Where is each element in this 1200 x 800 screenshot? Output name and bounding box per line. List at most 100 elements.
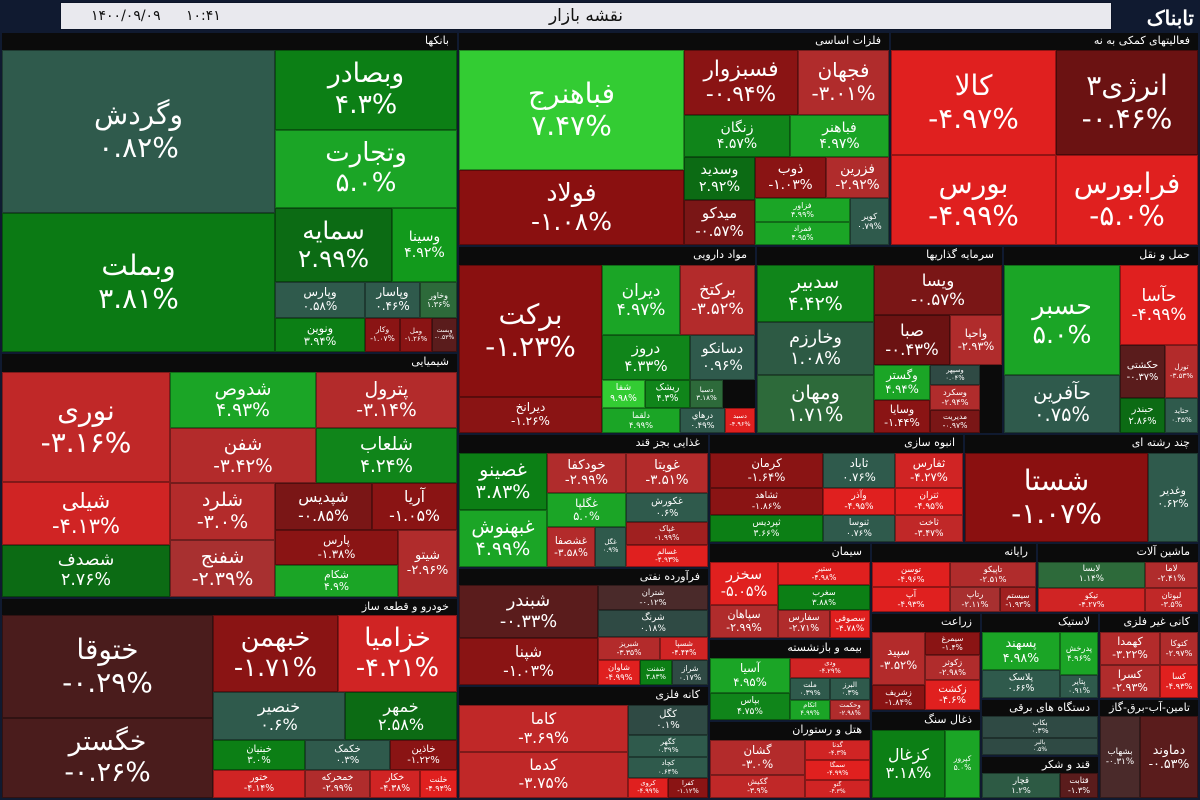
stock-tile[interactable]: البرز ۰.۳% bbox=[830, 678, 870, 700]
stock-tile[interactable]: وتجارت ۵.۰% bbox=[275, 130, 457, 208]
stock-tile[interactable]: پارس -۱.۳۸% bbox=[275, 530, 398, 565]
stock-tile[interactable]: دروز ۴.۳۳% bbox=[602, 335, 690, 380]
stock-tile[interactable]: کتوکا -۲.۹۷% bbox=[1160, 632, 1198, 665]
stock-tile[interactable]: درهاي ۰.۴۹% bbox=[680, 408, 725, 433]
stock-tile[interactable]: گدنا -۴.۳% bbox=[805, 740, 870, 760]
stock-tile[interactable]: بشهاب -۰.۳۱% bbox=[1100, 716, 1140, 798]
stock-tile[interactable]: آریا -۱.۰۵% bbox=[372, 483, 457, 530]
stock-tile[interactable]: غکورش ۰.۶% bbox=[626, 493, 708, 522]
stock-tile[interactable]: پترول -۳.۱۴% bbox=[316, 372, 457, 428]
stock-tile[interactable]: تیکو -۴.۲۷% bbox=[1038, 588, 1145, 612]
stock-tile[interactable]: برکتخ -۳.۵۲% bbox=[680, 265, 755, 335]
stock-tile[interactable]: فباهنرج ۷.۴۷% bbox=[459, 50, 684, 170]
stock-tile[interactable]: کرمان -۱.۶۴% bbox=[710, 453, 823, 488]
stock-tile[interactable]: خبنیان ۳.۰% bbox=[213, 740, 305, 770]
stock-tile[interactable]: ونوین ۳.۹۴% bbox=[275, 318, 365, 352]
stock-tile[interactable]: قثابت -۱.۳% bbox=[1060, 773, 1098, 798]
stock-tile[interactable]: وسایا -۱.۴۴% bbox=[874, 400, 930, 433]
stock-tile[interactable]: کگل ۰.۱% bbox=[628, 705, 708, 735]
stock-tile[interactable]: فسبزوار -۰.۹۴% bbox=[684, 50, 798, 115]
stock-tile[interactable]: شتران -۰.۱۲% bbox=[598, 585, 708, 610]
stock-tile[interactable]: شپنا -۱.۰۳% bbox=[459, 638, 598, 685]
stock-tile[interactable]: ذوب -۱.۰۳% bbox=[755, 157, 826, 198]
stock-tile[interactable]: وسکرد -۲.۹۴% bbox=[930, 385, 980, 410]
stock-tile[interactable]: ثتران -۴.۹۵% bbox=[895, 488, 963, 515]
stock-tile[interactable]: ختوقا -۰.۲۹% bbox=[2, 615, 213, 718]
stock-tile[interactable]: غویتا -۳.۵۱% bbox=[626, 453, 708, 493]
stock-tile[interactable]: حکشتی -۰.۳۷% bbox=[1120, 345, 1165, 398]
stock-tile[interactable]: حتاید ۰.۴۵% bbox=[1165, 398, 1198, 433]
stock-tile[interactable]: سغرب ۳.۸۸% bbox=[778, 585, 870, 610]
stock-tile[interactable]: دسانکو ۰.۹۶% bbox=[690, 335, 755, 380]
stock-tile[interactable]: اتکام ۴.۹۹% bbox=[790, 700, 830, 720]
stock-tile[interactable]: انرژی۳ -۰.۴۶% bbox=[1056, 50, 1198, 155]
stock-tile[interactable]: غگلپا ۵.۰% bbox=[547, 493, 626, 527]
stock-tile[interactable]: شاوان -۴.۹۹% bbox=[598, 660, 640, 685]
stock-tile[interactable]: خکار -۴.۳۸% bbox=[370, 770, 420, 798]
stock-tile[interactable]: کفرا -۱.۱۲% bbox=[668, 778, 708, 798]
stock-tile[interactable]: سفارس -۲.۷۱% bbox=[778, 610, 830, 638]
stock-tile[interactable]: شکام ۴.۹% bbox=[275, 565, 398, 597]
stock-tile[interactable]: ومهان ۱.۷۱% bbox=[757, 375, 874, 433]
stock-tile[interactable]: بکاب ۰.۳% bbox=[982, 716, 1098, 738]
stock-tile[interactable]: وخاور ۱.۳۶% bbox=[420, 282, 457, 318]
stock-tile[interactable]: بالبر ۰.۵% bbox=[982, 738, 1098, 755]
stock-tile[interactable]: ویسا -۰.۵۷% bbox=[874, 265, 1002, 315]
stock-tile[interactable]: توسن -۴.۹۶% bbox=[872, 562, 950, 587]
stock-tile[interactable]: پلاسک ۰.۶۶% bbox=[982, 670, 1060, 698]
stock-tile[interactable]: شفنت ۳.۸۳% bbox=[640, 660, 672, 685]
stock-tile[interactable]: وخارزم ۱.۰۸% bbox=[757, 322, 874, 375]
stock-tile[interactable]: گتو -۴.۳% bbox=[805, 780, 870, 798]
stock-tile[interactable]: ستیر -۴.۹۸% bbox=[778, 562, 870, 585]
stock-tile[interactable]: شفن -۳.۴۲% bbox=[170, 428, 316, 483]
stock-tile[interactable]: سپاهان -۲.۹۹% bbox=[710, 605, 778, 638]
stock-tile[interactable]: غسالم -۴.۹۳% bbox=[626, 545, 708, 567]
stock-tile[interactable]: فزاور ۴.۹۹% bbox=[755, 198, 850, 222]
stock-tile[interactable]: کچاد ۰.۶۴% bbox=[628, 757, 708, 778]
stock-tile[interactable]: ثفارس -۴.۲۷% bbox=[895, 453, 963, 488]
stock-tile[interactable]: گشان -۳.۰% bbox=[710, 740, 805, 775]
stock-tile[interactable]: شپدیس -۰.۸۵% bbox=[275, 483, 372, 530]
stock-tile[interactable]: کگهر ۰.۳۹% bbox=[628, 735, 708, 757]
stock-tile[interactable]: برکت -۱.۲۳% bbox=[459, 265, 602, 397]
stock-tile[interactable]: دلقما ۴.۹۹% bbox=[602, 408, 680, 433]
stock-tile[interactable]: شفا ۹.۹۸% bbox=[602, 380, 645, 408]
stock-tile[interactable]: خبهمن -۱.۷۱% bbox=[213, 615, 338, 692]
stock-tile[interactable]: شفنج -۲.۳۹% bbox=[170, 540, 275, 597]
stock-tile[interactable]: ثاباد ۰.۷۶% bbox=[823, 453, 895, 488]
stock-tile[interactable]: ثاخت -۳.۴۷% bbox=[895, 515, 963, 542]
stock-tile[interactable]: خودکفا -۲.۹۹% bbox=[547, 453, 626, 493]
stock-tile[interactable]: وحکمت -۲.۹۸% bbox=[830, 700, 870, 720]
stock-tile[interactable]: فرابورس -۵.۰% bbox=[1056, 155, 1198, 245]
stock-tile[interactable]: فزرین -۲.۹۲% bbox=[826, 157, 889, 198]
stock-tile[interactable]: خمحرکه -۲.۹۹% bbox=[305, 770, 370, 798]
stock-tile[interactable]: وپارس ۰.۵۸% bbox=[275, 282, 365, 318]
stock-tile[interactable]: کزغال ۳.۱۸% bbox=[872, 730, 945, 798]
stock-tile[interactable]: وبست -۰.۵۳% bbox=[432, 318, 457, 352]
stock-tile[interactable]: دیرانخ -۱.۲۶% bbox=[459, 397, 602, 433]
stock-tile[interactable]: فجهان -۳.۰۱% bbox=[798, 50, 889, 115]
stock-tile[interactable]: وغدیر ۰.۶۲% bbox=[1148, 453, 1198, 542]
stock-tile[interactable]: شیتو -۲.۹۶% bbox=[398, 530, 457, 597]
stock-tile[interactable]: شلعاب ۴.۲۴% bbox=[316, 428, 457, 483]
stock-tile[interactable]: کسا -۴.۹۳% bbox=[1160, 665, 1198, 698]
stock-tile[interactable]: دسبد -۴.۹۶% bbox=[725, 408, 755, 433]
stock-tile[interactable]: سمایه ۲.۹۹% bbox=[275, 208, 392, 282]
stock-tile[interactable]: زکوثر -۲.۹۸% bbox=[925, 655, 980, 680]
stock-tile[interactable]: سپید -۳.۵۲% bbox=[872, 632, 925, 685]
stock-tile[interactable]: ریشک ۴.۳% bbox=[645, 380, 690, 408]
stock-tile[interactable]: زشریف -۱.۸۴% bbox=[872, 685, 925, 710]
stock-tile[interactable]: کروی -۴.۹۹% bbox=[628, 778, 668, 798]
stock-tile[interactable]: دیران ۴.۹۷% bbox=[602, 265, 680, 335]
stock-tile[interactable]: وسدید ۲.۹۲% bbox=[684, 157, 755, 200]
stock-tile[interactable]: وبملت ۳.۸۱% bbox=[2, 213, 275, 352]
stock-tile[interactable]: غگل ۰.۹% bbox=[595, 527, 626, 567]
stock-tile[interactable]: شلرد -۳.۰% bbox=[170, 483, 275, 540]
stock-tile[interactable]: خلنت -۴.۹۴% bbox=[420, 770, 457, 798]
stock-tile[interactable]: زکشت -۴.۶% bbox=[925, 680, 980, 710]
stock-tile[interactable]: فمراد ۴.۹۵% bbox=[755, 222, 850, 245]
stock-tile[interactable]: سمگا -۴.۹۹% bbox=[805, 760, 870, 780]
stock-tile[interactable]: سصوفی -۴.۷۸% bbox=[830, 610, 870, 638]
stock-tile[interactable]: حسبر ۵.۰% bbox=[1004, 265, 1120, 375]
stock-tile[interactable]: ثپردیس ۳.۶۶% bbox=[710, 515, 823, 542]
